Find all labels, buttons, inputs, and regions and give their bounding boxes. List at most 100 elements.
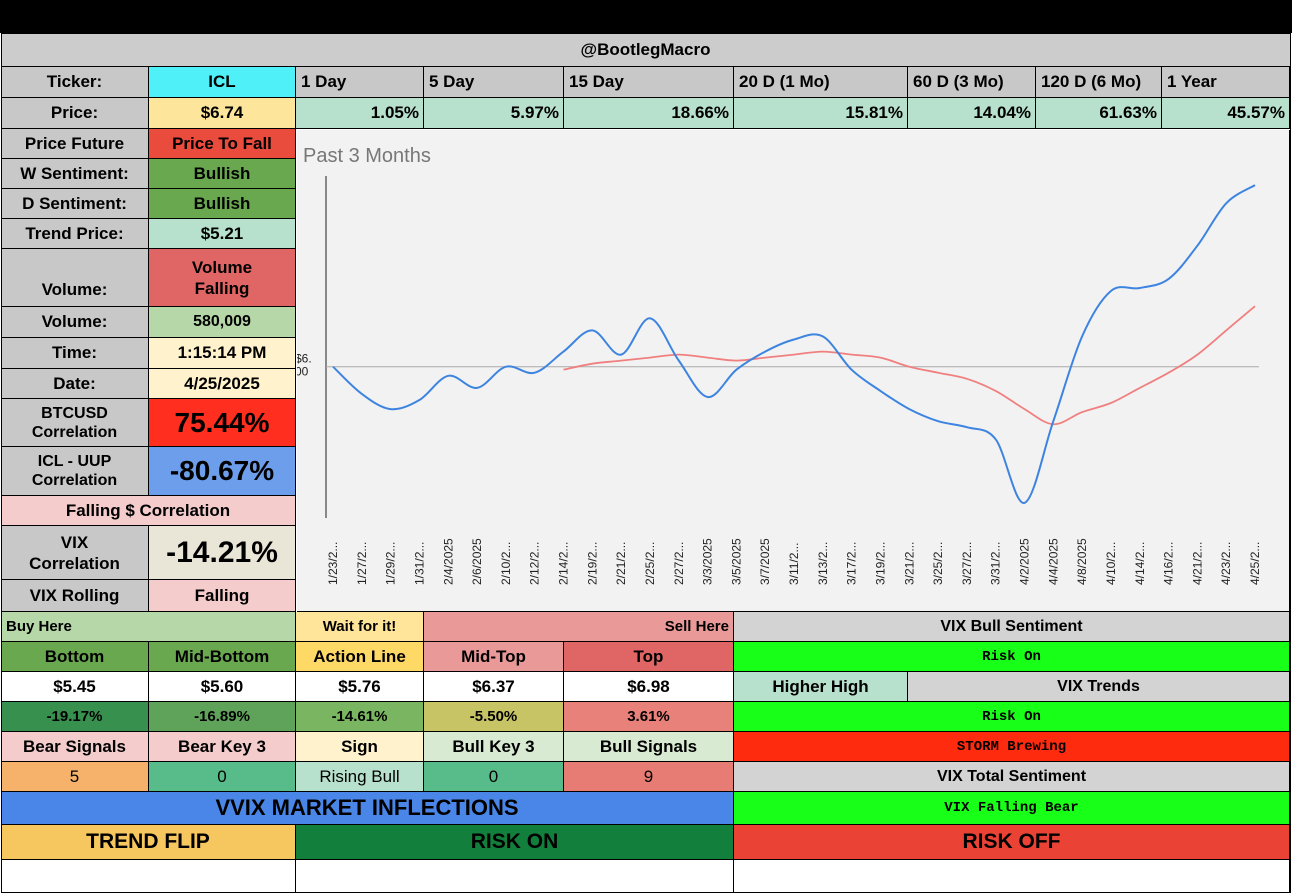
trend-price-value: $5.21 (149, 219, 296, 249)
x-tick-label: 4/14/2... (1133, 542, 1147, 585)
x-tick-label: 4/10/2... (1104, 542, 1118, 585)
x-tick-label: 3/13/2... (816, 542, 830, 585)
sign-value: Rising Bull (296, 762, 424, 792)
vix-trends-header: VIX Trends (908, 672, 1290, 702)
x-tick-label: 4/4/2025 (1046, 538, 1060, 585)
x-tick-label: 3/19/2... (873, 542, 887, 585)
x-tick-label: 3/7/2025 (758, 538, 772, 585)
price-future-label: Price Future (1, 129, 149, 159)
level-name-bottom: Bottom (1, 642, 149, 672)
period-header-1y: 1 Year (1162, 67, 1290, 98)
vix-total-sentiment-header: VIX Total Sentiment (734, 762, 1290, 792)
period-change-20d: 15.81% (734, 98, 908, 129)
level-price-bottom: $5.45 (1, 672, 149, 702)
bear-key-value: 0 (149, 762, 296, 792)
volume-trend-label: Volume: (1, 249, 149, 307)
period-change-15d: 18.66% (564, 98, 734, 129)
bear-signals-value: 5 (1, 762, 149, 792)
price-chart-svg: Past 3 Months $6.00 1/23/2... 1/27/2... 1/2… (295, 145, 1262, 585)
period-change-1d: 1.05% (296, 98, 424, 129)
w-sentiment-value: Bullish (149, 159, 296, 189)
x-tick-label: 4/25/2... (1248, 542, 1262, 585)
risk-off-value-cell (734, 860, 1290, 893)
vix-storm-brewing: STORM Brewing (734, 732, 1290, 762)
price-label: Price: (1, 98, 149, 129)
trend-price-label: Trend Price: (1, 219, 149, 249)
btc-correlation-value: 75.44% (149, 399, 296, 447)
x-tick-label: 2/4/2025 (441, 538, 455, 585)
x-tick-label: 4/21/2... (1190, 542, 1204, 585)
x-tick-label: 4/2/2025 (1018, 538, 1032, 585)
vix-bull-sentiment-header: VIX Bull Sentiment (734, 612, 1290, 642)
ticker-label: Ticker: (1, 67, 149, 98)
vix-risk-on-2: Risk On (734, 702, 1290, 732)
ticker-value: ICL (149, 67, 296, 98)
trend-flip-value-cell (1, 860, 296, 893)
period-header-5d: 5 Day (424, 67, 564, 98)
level-pct-bottom: -19.17% (1, 702, 149, 732)
level-name-mid-bottom: Mid-Bottom (149, 642, 296, 672)
vix-risk-on-1: Risk On (734, 642, 1290, 672)
price-future-value: Price To Fall (149, 129, 296, 159)
volume-value: 580,009 (149, 307, 296, 338)
x-tick-label: 3/27/2... (960, 542, 974, 585)
x-tick-label: 4/23/2... (1219, 542, 1233, 585)
period-change-5d: 5.97% (424, 98, 564, 129)
period-change-1y: 45.57% (1162, 98, 1290, 129)
x-tick-label: 3/21/2... (902, 542, 916, 585)
x-tick-label: 3/17/2... (845, 542, 859, 585)
period-header-20d: 20 D (1 Mo) (734, 67, 908, 98)
wait-label: Wait for it! (296, 612, 424, 642)
x-tick-label: 2/10/2... (499, 542, 513, 585)
x-tick-label: 3/11/2... (787, 543, 801, 585)
period-change-60d: 14.04% (908, 98, 1036, 129)
x-tick-label: 1/31/2... (412, 542, 426, 585)
level-price-mid-bottom: $5.60 (149, 672, 296, 702)
level-pct-top: 3.61% (564, 702, 734, 732)
period-header-1d: 1 Day (296, 67, 424, 98)
d-sentiment-value: Bullish (149, 189, 296, 219)
sell-here-label: Sell Here (424, 612, 734, 642)
risk-off-label: RISK OFF (734, 825, 1290, 860)
reference-label-bottom: 00 (297, 365, 309, 379)
series-line-price (332, 184, 1256, 504)
x-tick-label: 2/19/2... (585, 542, 599, 585)
x-tick-label: 2/12/2... (528, 542, 542, 585)
btc-correlation-label: BTCUSD Correlation (1, 399, 149, 447)
level-price-top: $6.98 (564, 672, 734, 702)
x-tick-label: 3/5/2025 (729, 538, 743, 585)
x-tick-label: 2/21/2... (614, 542, 628, 585)
bull-signals-value: 9 (564, 762, 734, 792)
level-pct-mid-top: -5.50% (424, 702, 564, 732)
vvix-title: VVIX MARKET INFLECTIONS (1, 792, 734, 825)
series-line-average (563, 305, 1256, 426)
x-tick-label: 4/8/2025 (1075, 538, 1089, 585)
x-tick-label: 3/25/2... (931, 542, 945, 585)
w-sentiment-label: W Sentiment: (1, 159, 149, 189)
vix-rolling-value: Falling (149, 580, 296, 612)
vix-correlation-value: -14.21% (149, 526, 296, 580)
vix-rolling-label: VIX Rolling (1, 580, 149, 612)
x-tick-label: 2/27/2... (672, 542, 686, 585)
date-value: 4/25/2025 (149, 369, 296, 399)
falling-dollar-correlation: Falling $ Correlation (1, 496, 296, 526)
bull-key-value: 0 (424, 762, 564, 792)
uup-correlation-value: -80.67% (149, 447, 296, 496)
time-label: Time: (1, 338, 149, 369)
uup-correlation-label: ICL - UUP Correlation (1, 447, 149, 496)
sign-label: Sign (296, 732, 424, 762)
bear-key-label: Bear Key 3 (149, 732, 296, 762)
x-tick-label: 1/27/2... (355, 542, 369, 585)
bull-key-label: Bull Key 3 (424, 732, 564, 762)
volume-label: Volume: (1, 307, 149, 338)
date-label: Date: (1, 369, 149, 399)
reference-label-top: $6. (297, 352, 312, 366)
vix-falling-bear: VIX Falling Bear (734, 792, 1290, 825)
period-change-120d: 61.63% (1036, 98, 1162, 129)
level-price-action-line: $5.76 (296, 672, 424, 702)
price-value: $6.74 (149, 98, 296, 129)
level-price-mid-top: $6.37 (424, 672, 564, 702)
level-name-top: Top (564, 642, 734, 672)
x-tick-label: 2/14/2... (557, 542, 571, 585)
x-tick-label: 1/23/2... (326, 542, 340, 585)
